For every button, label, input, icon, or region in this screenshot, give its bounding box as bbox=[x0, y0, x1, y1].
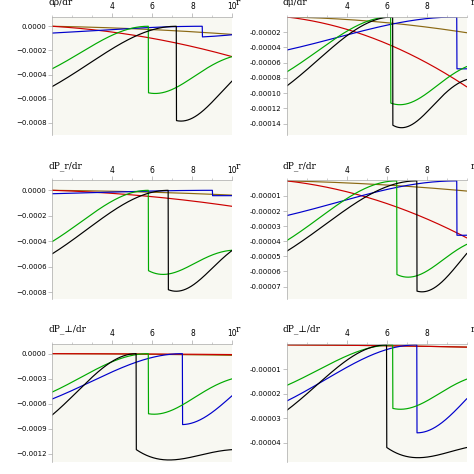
Text: dP_r/dr: dP_r/dr bbox=[48, 161, 82, 171]
Text: r: r bbox=[236, 162, 240, 171]
Text: dμ/dr: dμ/dr bbox=[283, 0, 308, 7]
Text: r: r bbox=[236, 325, 240, 334]
Text: dρ/dr: dρ/dr bbox=[48, 0, 73, 7]
Text: dP_r/dr: dP_r/dr bbox=[283, 161, 317, 171]
Text: r: r bbox=[471, 325, 474, 334]
Text: dP_⊥/dr: dP_⊥/dr bbox=[283, 325, 321, 334]
Text: r: r bbox=[236, 0, 240, 7]
Text: r: r bbox=[471, 162, 474, 171]
Text: dP_⊥/dr: dP_⊥/dr bbox=[48, 325, 87, 334]
Text: r: r bbox=[471, 0, 474, 7]
